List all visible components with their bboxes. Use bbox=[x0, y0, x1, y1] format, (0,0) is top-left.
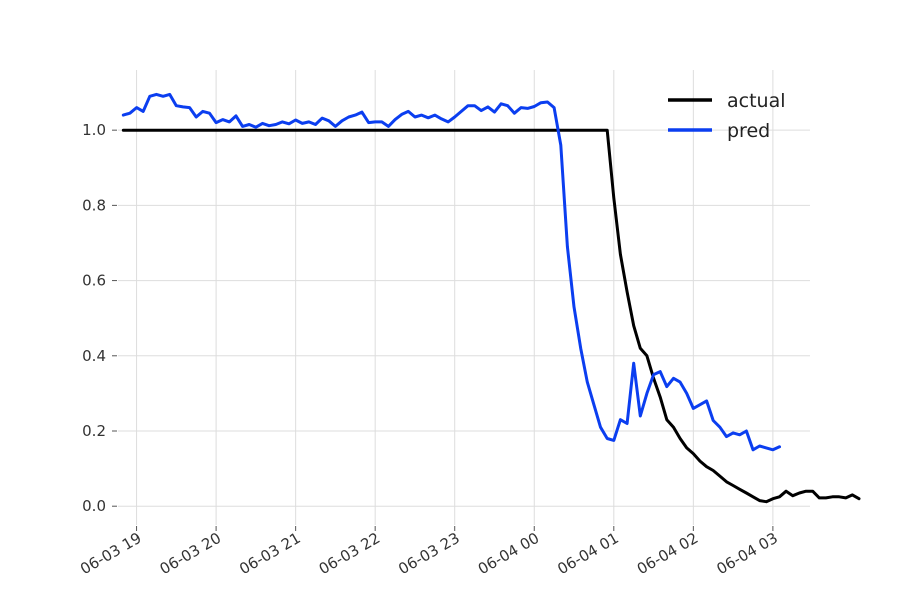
x-axis: 06-03 19 06-03 20 06-03 21 06-03 22 06-03 23… bbox=[77, 526, 781, 578]
y-axis: 0.0 0.2 0.4 0.6 0.8 1.0 bbox=[82, 121, 117, 515]
legend-label-pred: pred bbox=[727, 120, 770, 142]
legend-label-actual: actual bbox=[727, 90, 786, 112]
x-tick-label: 06-03 23 bbox=[395, 529, 462, 578]
x-tick-label: 06-04 00 bbox=[475, 529, 542, 578]
y-tick-label: 1.0 bbox=[82, 121, 106, 139]
y-tick-label: 0.0 bbox=[82, 497, 106, 515]
y-tick-label: 0.8 bbox=[82, 196, 106, 214]
series-line-pred bbox=[121, 92, 781, 452]
y-tick-label: 0.2 bbox=[82, 422, 106, 440]
series-line-actual bbox=[121, 128, 861, 504]
x-tick-label: 06-03 21 bbox=[236, 529, 303, 578]
plot-area bbox=[121, 92, 861, 504]
x-tick-label: 06-03 22 bbox=[316, 529, 383, 578]
x-tick-label: 06-03 19 bbox=[77, 529, 144, 578]
x-tick-label: 06-04 01 bbox=[554, 529, 621, 578]
grid bbox=[118, 70, 810, 525]
x-tick-label: 06-03 20 bbox=[157, 529, 224, 578]
legend: actual pred bbox=[668, 90, 786, 142]
y-tick-label: 0.6 bbox=[82, 272, 106, 290]
y-tick-label: 0.4 bbox=[82, 347, 106, 365]
x-tick-label: 06-04 03 bbox=[713, 529, 780, 578]
x-tick-label: 06-04 02 bbox=[634, 529, 701, 578]
